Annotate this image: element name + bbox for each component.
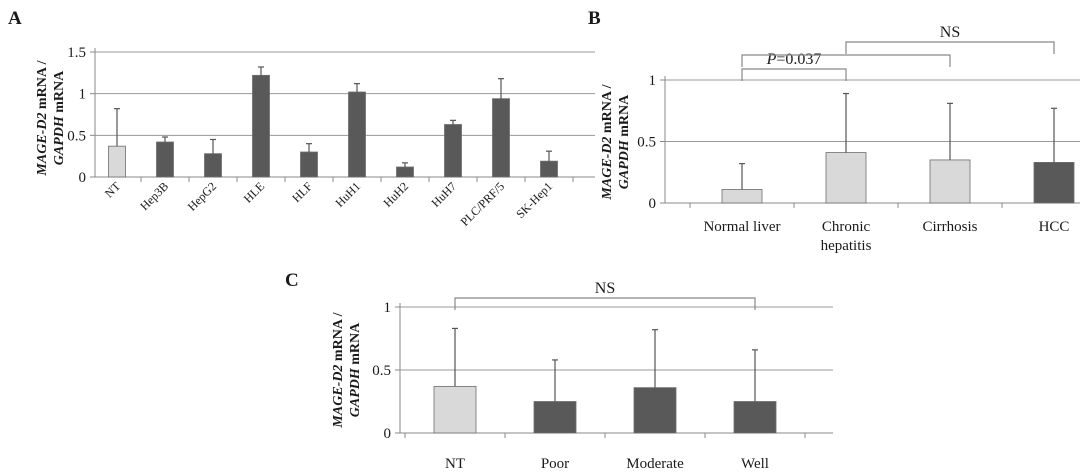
ref-suffix: mRNA	[617, 94, 632, 140]
panel-label: C	[285, 270, 299, 291]
y-tick-label: 1	[79, 87, 87, 103]
x-tick-label: SK-Hep1	[513, 179, 555, 221]
bar	[733, 401, 777, 434]
y-tick-label: 0	[384, 426, 392, 442]
x-tick-label-line: Normal liver	[703, 219, 780, 235]
y-tick-label: 1	[384, 300, 392, 316]
bar	[444, 124, 462, 178]
y-axis-label: MAGE-D2 mRNA /GAPDH mRNA	[600, 83, 632, 200]
x-tick-label: Poor	[541, 456, 569, 472]
p-symbol: P	[766, 51, 777, 68]
panel-label: B	[588, 8, 601, 29]
x-tick-label: HuH2	[380, 179, 411, 210]
bar	[540, 160, 558, 178]
gene-name: MAGE-D2	[331, 365, 346, 429]
bar	[825, 152, 867, 204]
significance-label: NS	[595, 280, 615, 297]
x-tick-label-line: Chronic	[822, 219, 871, 235]
bar	[929, 159, 971, 204]
y-label-ref: GAPDH mRNA	[617, 94, 632, 189]
bar	[108, 145, 126, 178]
y-tick-label: 0.5	[67, 128, 86, 144]
bar	[300, 151, 318, 178]
y-tick-label: 0.5	[372, 363, 391, 379]
significance-bracket	[454, 297, 756, 310]
x-tick-label-line: Poor	[541, 456, 569, 472]
x-tick-label-line: Well	[741, 456, 769, 472]
p-value: =0.037	[776, 51, 821, 68]
x-tick-label: HCC	[1039, 219, 1070, 235]
x-tick-label: HLF	[289, 179, 315, 205]
x-tick-label-line: Moderate	[626, 456, 684, 472]
gene-suffix: mRNA /	[331, 311, 346, 364]
x-tick-label: HepG2	[185, 179, 219, 213]
bar	[533, 401, 577, 434]
y-axis-label: MAGE-D2 mRNA /GAPDH mRNA	[35, 59, 67, 176]
bar	[252, 74, 270, 178]
p-value: NS	[940, 24, 960, 41]
chart-panel-c: C 0 0.5 1 NT Poor Moderate Well MAGE-D2 mRNA /GA…	[285, 270, 833, 472]
chart-panel-b: B 0 0.5 1 Normal liver Chronic hepatitis Cirrho…	[588, 8, 1080, 254]
bar	[396, 166, 414, 178]
bar	[721, 189, 763, 204]
y-tick-label: 0	[649, 196, 657, 212]
y-label-gene: MAGE-D2 mRNA /	[600, 83, 615, 200]
bar	[1033, 162, 1075, 204]
x-tick-label: Well	[741, 456, 769, 472]
y-tick-label: 1	[649, 73, 657, 89]
bar	[433, 385, 477, 434]
x-tick-label-line: HCC	[1039, 219, 1070, 235]
x-tick-label-line: hepatitis	[821, 238, 872, 254]
panel-label: A	[8, 8, 22, 29]
bar	[156, 141, 174, 178]
ref-name: GAPDH	[52, 115, 67, 165]
ref-suffix: mRNA	[52, 70, 67, 116]
x-tick-label: HuH1	[332, 179, 363, 210]
x-tick-label: HuH7	[428, 179, 459, 210]
gene-suffix: mRNA /	[35, 59, 50, 112]
x-tick-label: HLE	[241, 179, 267, 205]
significance-bracket	[741, 54, 951, 67]
p-value: NS	[595, 280, 615, 297]
x-tick-label-line: NT	[445, 456, 465, 472]
x-tick-label: NT	[102, 179, 124, 201]
x-tick-label: NT	[445, 456, 465, 472]
x-tick-label: Chronic hepatitis	[821, 219, 872, 254]
significance-label: NS	[940, 24, 960, 41]
bar	[348, 91, 366, 178]
significance-bracket	[845, 41, 1055, 54]
ref-name: GAPDH	[348, 367, 363, 417]
bar	[633, 387, 677, 434]
x-tick-label-line: Cirrhosis	[922, 219, 977, 235]
y-label-ref: GAPDH mRNA	[348, 322, 363, 417]
bar	[204, 153, 222, 178]
y-axis-label: MAGE-D2 mRNA /GAPDH mRNA	[331, 311, 363, 428]
x-tick-label: Moderate	[626, 456, 684, 472]
gene-name: MAGE-D2	[600, 137, 615, 201]
chart-panel-a: A 0 0.5 1 1.5 NT Hep3B HepG2 HLE HLF HuH1 HuH2 HuH7P…	[8, 8, 595, 229]
y-label-gene: MAGE-D2 mRNA /	[35, 59, 50, 176]
significance-label: P=0.037	[766, 51, 822, 68]
bar	[492, 98, 510, 178]
y-tick-label: 1.5	[67, 45, 86, 61]
x-tick-label: Hep3B	[137, 179, 171, 213]
y-label-gene: MAGE-D2 mRNA /	[331, 311, 346, 428]
y-tick-label: 0.5	[637, 135, 656, 151]
gene-name: MAGE-D2	[35, 113, 50, 177]
gene-suffix: mRNA /	[600, 83, 615, 136]
y-label-ref: GAPDH mRNA	[52, 70, 67, 165]
y-tick-label: 0	[79, 170, 87, 186]
ref-name: GAPDH	[617, 139, 632, 189]
significance-bracket	[741, 68, 847, 81]
x-tick-label: PLC/PRF/5	[458, 179, 508, 229]
x-tick-label: Cirrhosis	[922, 219, 977, 235]
ref-suffix: mRNA	[348, 322, 363, 368]
x-tick-label: Normal liver	[703, 219, 780, 235]
